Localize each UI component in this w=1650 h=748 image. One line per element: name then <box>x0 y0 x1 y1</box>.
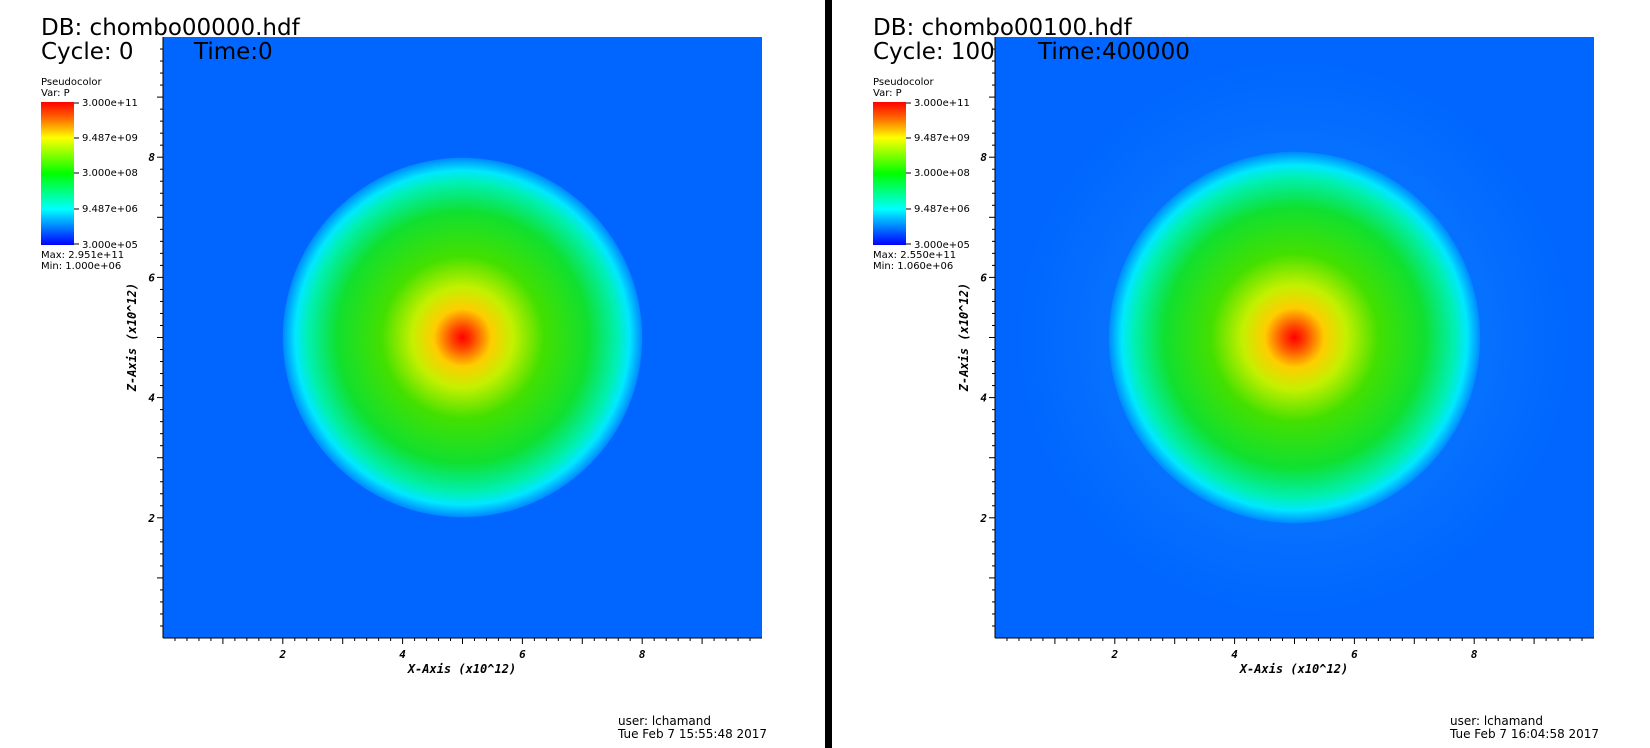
color-legend-bar <box>41 102 74 245</box>
y-axis-tick-labels: 2 4 6 8 <box>979 151 987 525</box>
time-label: Time:0 <box>193 39 273 65</box>
pseudocolor-plot-right: 2 4 6 8 2 4 6 8 X-Axis (x10^12) Z-Axis (… <box>873 15 1599 741</box>
y-tick-label: 4 <box>148 392 155 405</box>
x-tick-label: 6 <box>519 648 526 661</box>
x-axis-title: X-Axis (x10^12) <box>407 662 516 676</box>
legend-max-value: Max: 2.550e+11 <box>873 250 956 261</box>
x-tick-label: 6 <box>1351 648 1358 661</box>
y-axis-ticks <box>989 48 995 627</box>
y-tick-label: 8 <box>980 151 987 164</box>
legend-max-value: Max: 2.951e+11 <box>41 250 124 261</box>
x-tick-label: 8 <box>1471 648 1478 661</box>
x-tick-label: 8 <box>639 648 646 661</box>
y-tick-label: 6 <box>980 271 987 284</box>
z-axis-title: Z-Axis (x10^12) <box>957 283 971 392</box>
timestamp-label: Tue Feb 7 16:04:58 2017 <box>1449 727 1599 741</box>
legend-tick-marks <box>74 102 79 245</box>
legend-title: Pseudocolor <box>41 77 103 88</box>
x-axis-tick-labels: 2 4 6 8 <box>278 648 645 661</box>
pressure-field-disc <box>1108 151 1481 524</box>
y-tick-label: 4 <box>980 392 987 405</box>
legend-min-value: Min: 1.000e+06 <box>41 261 121 272</box>
pseudocolor-plot-left: 2 4 6 8 2 4 6 8 X-Axis (x10^12) Z-Axis (… <box>41 15 767 741</box>
legend-tick-label: 9.487e+06 <box>82 204 138 215</box>
x-tick-label: 2 <box>278 648 286 661</box>
x-axis-tick-labels: 2 4 6 8 <box>1110 648 1477 661</box>
legend-variable: Var: P <box>873 88 902 99</box>
timestamp-label: Tue Feb 7 15:55:48 2017 <box>617 727 767 741</box>
x-tick-label: 4 <box>399 648 406 661</box>
user-label: user: lchamand <box>618 714 711 728</box>
cycle-label: Cycle: 100 <box>873 39 995 65</box>
legend-min-value: Min: 1.060e+06 <box>873 261 953 272</box>
y-axis-tick-labels: 2 4 6 8 <box>147 151 155 525</box>
legend-tick-label: 9.487e+09 <box>914 133 970 144</box>
color-legend-bar <box>873 102 906 245</box>
time-label: Time:400000 <box>1037 39 1190 65</box>
x-tick-label: 2 <box>1110 648 1118 661</box>
legend-variable: Var: P <box>41 88 70 99</box>
visit-panel-cycle-0: 2 4 6 8 2 4 6 8 X-Axis (x10^12) Z-Axis (… <box>41 15 767 741</box>
x-axis-ticks <box>1006 638 1583 644</box>
y-tick-label: 6 <box>148 271 155 284</box>
legend-tick-label: 9.487e+09 <box>82 133 138 144</box>
legend-tick-label: 3.000e+05 <box>914 240 970 251</box>
x-axis-ticks <box>174 638 751 644</box>
pressure-field-disc <box>282 157 643 518</box>
panel-divider <box>825 0 832 748</box>
y-tick-label: 2 <box>147 512 155 525</box>
visit-panel-cycle-100: 2 4 6 8 2 4 6 8 X-Axis (x10^12) Z-Axis (… <box>832 0 1650 748</box>
y-tick-label: 2 <box>979 512 987 525</box>
y-tick-label: 8 <box>148 151 155 164</box>
z-axis-title: Z-Axis (x10^12) <box>125 283 139 392</box>
legend-tick-label: 3.000e+11 <box>914 98 970 109</box>
legend-tick-label: 3.000e+08 <box>82 168 138 179</box>
x-axis-title: X-Axis (x10^12) <box>1239 662 1348 676</box>
y-axis-ticks <box>157 48 163 627</box>
database-label: DB: chombo00000.hdf <box>41 15 301 41</box>
cycle-label: Cycle: 0 <box>41 39 134 65</box>
x-tick-label: 4 <box>1231 648 1238 661</box>
legend-tick-label: 3.000e+11 <box>82 98 138 109</box>
legend-title: Pseudocolor <box>873 77 935 88</box>
user-label: user: lchamand <box>1450 714 1543 728</box>
legend-tick-label: 3.000e+05 <box>82 240 138 251</box>
legend-tick-marks <box>906 102 911 245</box>
database-label: DB: chombo00100.hdf <box>873 15 1133 41</box>
legend-tick-label: 3.000e+08 <box>914 168 970 179</box>
legend-tick-label: 9.487e+06 <box>914 204 970 215</box>
